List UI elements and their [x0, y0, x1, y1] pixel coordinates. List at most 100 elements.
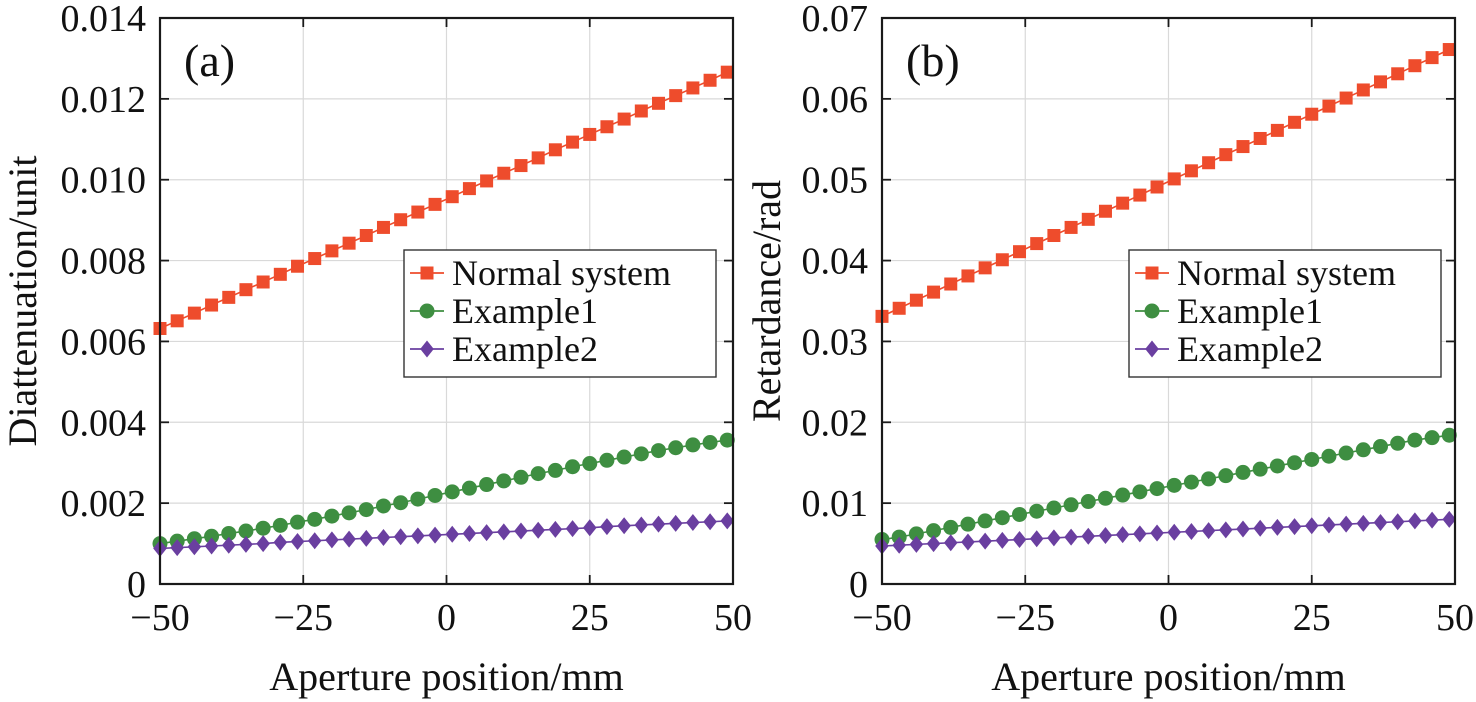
data-point [703, 73, 717, 87]
data-point [170, 539, 184, 557]
legend-label: Example2 [452, 329, 598, 369]
y-tick-label: 0.004 [61, 402, 147, 444]
data-point [1184, 164, 1198, 178]
data-point [1098, 204, 1112, 218]
data-point [995, 253, 1009, 267]
data-point [324, 508, 340, 524]
data-point [170, 314, 184, 328]
data-point [1424, 430, 1440, 446]
data-point [1304, 517, 1319, 535]
data-point [978, 532, 992, 550]
data-point [1253, 519, 1267, 537]
chart-panel-2: −50 −25 0 25 50 0 0.01 0.02 0.03 0.04 0.05 0.06 0.07… [744, 0, 1474, 699]
data-point [926, 535, 941, 553]
data-point [978, 261, 992, 275]
data-point [909, 535, 924, 553]
data-point [204, 537, 219, 555]
series-example1 [874, 427, 1457, 548]
data-point [462, 182, 476, 196]
data-point [256, 535, 270, 553]
y-tick-label: 0 [127, 564, 146, 606]
legend-label: Normal system [1177, 253, 1396, 293]
data-point [1390, 435, 1406, 451]
data-point [531, 151, 545, 165]
data-point [582, 519, 597, 537]
data-point [1219, 521, 1233, 539]
data-point [221, 536, 236, 554]
data-point [205, 298, 219, 312]
panel-label: (a) [184, 35, 235, 86]
data-point [376, 220, 390, 234]
data-point [703, 513, 717, 531]
data-point [686, 81, 700, 95]
data-point [1374, 75, 1388, 89]
data-point [1321, 448, 1337, 464]
data-point [1339, 515, 1353, 533]
legend-entry: Example2 [1135, 329, 1323, 369]
data-point [600, 518, 614, 536]
series-example1 [152, 432, 735, 552]
chart-panel-1: −50 −25 0 25 50 0 0.002 0.004 0.006 0.008 0.010 0.0… [0, 0, 752, 699]
x-tick-label: −50 [130, 597, 189, 639]
data-point [1236, 520, 1250, 538]
x-tick-label: 0 [1159, 597, 1178, 639]
data-point [358, 502, 374, 518]
y-tick-label: 0.02 [802, 402, 869, 444]
data-point [530, 466, 546, 482]
data-point [1167, 523, 1182, 541]
data-point [634, 104, 648, 118]
x-tick-label: 50 [1436, 597, 1474, 639]
data-point [960, 516, 976, 532]
data-point [1115, 487, 1131, 503]
data-point [566, 135, 580, 149]
data-point [239, 535, 253, 553]
data-point [393, 528, 408, 546]
x-tick-label: 25 [1293, 597, 1331, 639]
data-point [1235, 464, 1251, 480]
data-point [291, 259, 305, 273]
legend-marker [1145, 340, 1159, 358]
data-point [1064, 220, 1078, 234]
data-point [394, 213, 408, 227]
data-point [1425, 51, 1439, 65]
data-point [599, 452, 615, 468]
data-point [1236, 140, 1250, 154]
data-point [926, 523, 942, 539]
data-point [1322, 99, 1336, 113]
data-point [1322, 516, 1336, 534]
data-point [686, 514, 700, 532]
data-point [1081, 212, 1095, 226]
data-point [961, 533, 975, 551]
legend-entry: Normal system [1135, 253, 1396, 293]
legend-label: Example1 [452, 291, 598, 331]
data-point [479, 477, 495, 493]
data-point [1441, 427, 1457, 443]
data-point [1149, 481, 1165, 497]
legend-marker [419, 303, 435, 319]
data-point [719, 432, 735, 448]
legend-box [403, 249, 717, 378]
data-point [1047, 229, 1061, 243]
data-point [668, 514, 683, 532]
data-point [600, 120, 614, 134]
data-point [1132, 484, 1148, 500]
data-point [961, 269, 975, 283]
data-point [461, 480, 477, 496]
data-point [1407, 432, 1423, 448]
data-point [273, 267, 287, 281]
legend-entry: Example1 [410, 291, 598, 331]
data-point [1391, 67, 1405, 81]
data-point [908, 526, 924, 542]
data-point [1270, 123, 1284, 137]
y-tick-label: 0.006 [61, 321, 147, 363]
y-tick-label: 0.014 [61, 0, 147, 40]
data-point [995, 531, 1010, 549]
data-point [308, 252, 322, 266]
data-point [583, 127, 597, 141]
x-tick-label: −25 [274, 597, 333, 639]
legend-entry: Example1 [1135, 291, 1323, 331]
data-point [427, 487, 443, 503]
data-point [256, 275, 270, 289]
data-point [994, 510, 1010, 526]
